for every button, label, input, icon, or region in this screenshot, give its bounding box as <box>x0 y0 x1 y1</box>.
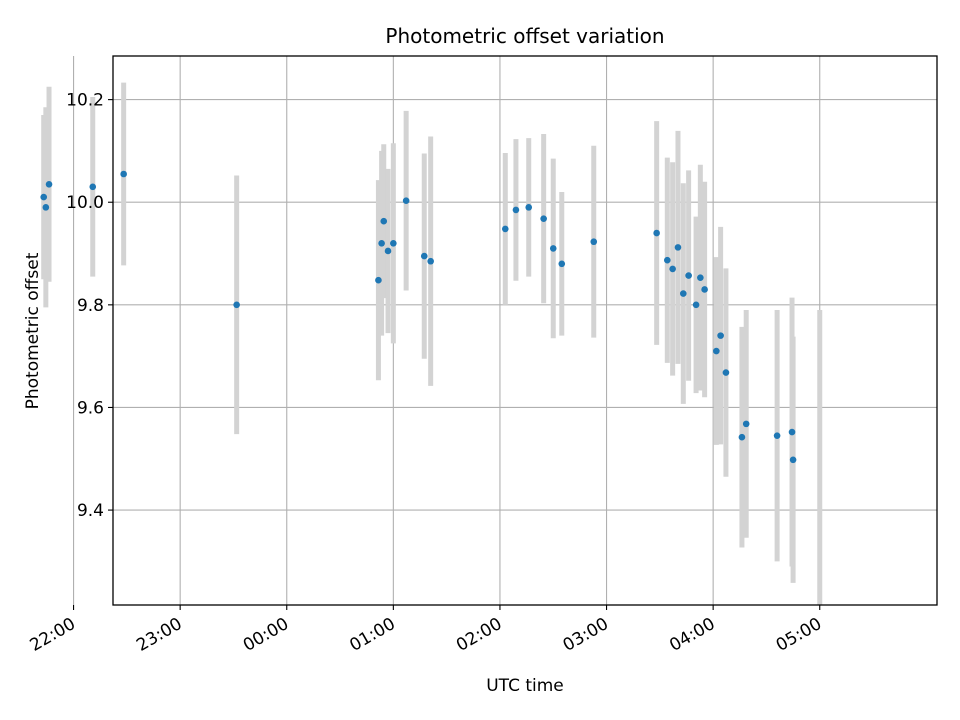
data-point <box>233 301 240 309</box>
data-point <box>692 301 700 309</box>
data-point <box>512 206 520 214</box>
x-tick-label: 04:00 <box>666 614 718 656</box>
data-point <box>701 286 708 293</box>
data-point <box>674 244 682 251</box>
y-tick-label: 9.6 <box>77 398 104 418</box>
data-point <box>685 272 692 279</box>
x-tick-label: 03:00 <box>560 614 612 656</box>
data-point <box>402 197 410 204</box>
data-point <box>45 180 53 188</box>
x-tick-label: 22:00 <box>27 614 79 656</box>
data-point <box>742 420 750 428</box>
data-point <box>525 204 533 211</box>
y-axis-label: Photometric offset <box>23 252 43 409</box>
x-tick-label: 01:00 <box>346 614 398 656</box>
data-point <box>40 193 48 201</box>
data-point <box>738 433 746 441</box>
x-tick-label: 00:00 <box>240 614 292 656</box>
data-point <box>540 215 547 222</box>
grid-lines <box>73 56 937 605</box>
data-point <box>375 276 382 284</box>
data-point <box>390 239 397 247</box>
chart-title: Photometric offset variation <box>385 24 664 48</box>
y-tick-label: 10.0 <box>66 193 104 213</box>
x-tick-label: 05:00 <box>773 614 825 656</box>
data-point <box>590 238 598 246</box>
data-point <box>42 204 50 211</box>
data-point <box>384 247 392 255</box>
data-point <box>420 252 428 260</box>
x-tick-label: 02:00 <box>453 614 505 656</box>
data-point <box>679 290 687 297</box>
y-axis-ticks: 9.4 9.6 9.8 10.0 10.2 <box>66 91 113 521</box>
data-point <box>380 217 388 225</box>
data-point <box>120 170 127 178</box>
data-point <box>789 456 797 464</box>
data-point <box>788 428 796 436</box>
y-tick-label: 10.2 <box>66 91 104 111</box>
x-tick-label: 23:00 <box>133 614 185 656</box>
data-point <box>427 257 434 265</box>
data-point <box>669 265 676 273</box>
plot-area-frame <box>112 55 938 606</box>
x-axis-label: UTC time <box>486 676 564 696</box>
data-point <box>664 256 671 264</box>
data-point <box>549 245 557 252</box>
data-point <box>722 369 730 376</box>
error-bars <box>41 82 823 605</box>
data-points <box>40 170 797 464</box>
y-tick-label: 9.8 <box>77 296 104 316</box>
data-point <box>558 260 566 268</box>
data-point <box>773 432 781 439</box>
data-point <box>501 225 509 233</box>
y-tick-label: 9.4 <box>77 501 104 521</box>
data-point <box>89 183 97 191</box>
data-point <box>717 332 724 339</box>
x-axis-ticks: 22:00 23:00 00:00 01:00 02:00 03:00 04:00 05:00 <box>27 605 825 656</box>
data-point <box>378 239 385 247</box>
data-point <box>697 274 704 281</box>
data-point <box>653 229 660 237</box>
data-point <box>713 347 720 355</box>
